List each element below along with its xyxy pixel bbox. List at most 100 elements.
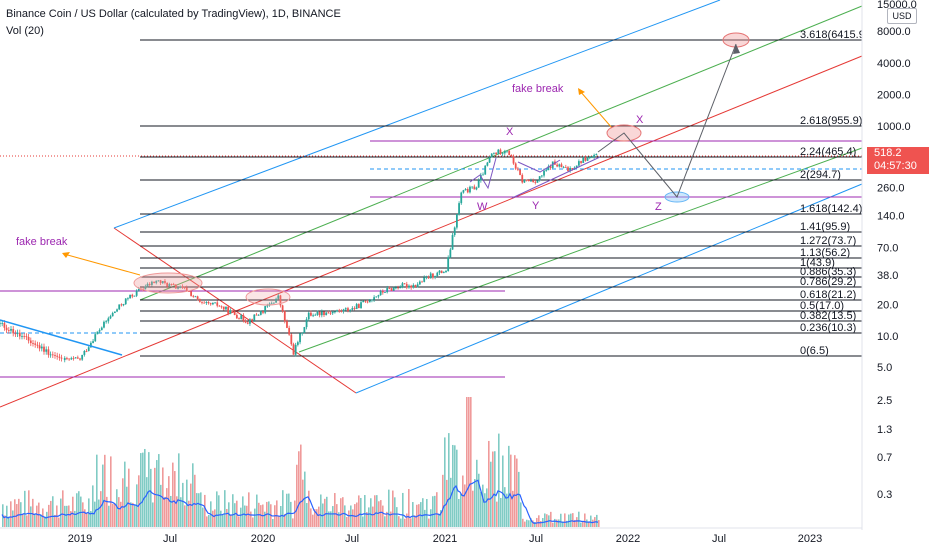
- candle-body: [38, 345, 41, 349]
- volume-bar: [368, 507, 370, 527]
- volume-bar: [384, 516, 386, 527]
- volume-bar: [518, 471, 520, 527]
- volume-bar: [238, 516, 240, 527]
- candle-body: [242, 315, 245, 321]
- volume-bar: [490, 461, 492, 527]
- candle-body: [462, 190, 465, 193]
- candle-body: [381, 290, 384, 293]
- volume-bar: [68, 505, 70, 527]
- blue-channel-upper: [113, 0, 721, 229]
- volume-bar: [582, 520, 584, 527]
- volume-bar: [572, 513, 574, 527]
- candle-body: [484, 165, 487, 175]
- volume-bar: [432, 496, 434, 527]
- volume-bar: [78, 491, 80, 527]
- volume-bar: [532, 520, 534, 527]
- candle-body: [591, 157, 593, 158]
- candle-body: [364, 300, 367, 302]
- currency-badge[interactable]: USD: [887, 8, 917, 24]
- candle-body: [54, 355, 56, 356]
- time-tick-label: 2021: [433, 533, 457, 545]
- volume-bar: [388, 489, 390, 527]
- candle-body: [388, 288, 391, 289]
- volume-bar: [312, 514, 314, 527]
- candle-body: [218, 305, 221, 307]
- volume-bar: [562, 521, 564, 527]
- candle-body: [527, 180, 530, 182]
- volume-bar: [180, 497, 182, 527]
- volume-bar: [550, 511, 552, 527]
- candle-body: [582, 157, 585, 163]
- candle-body: [58, 356, 61, 358]
- volume-bar: [214, 509, 216, 527]
- price-tick-label: 20.0: [877, 299, 898, 311]
- price-tick-label: 1.3: [877, 424, 892, 436]
- volume-bar: [338, 512, 340, 527]
- candle-body: [183, 287, 186, 288]
- candle-body: [124, 298, 127, 305]
- candle-body: [514, 163, 517, 169]
- volume-bar: [168, 476, 170, 527]
- candle-body: [227, 306, 230, 314]
- candle-body: [410, 285, 413, 288]
- volume-bar: [406, 513, 408, 527]
- volume-bar: [330, 511, 332, 527]
- volume-bar: [454, 445, 456, 527]
- candle-body: [148, 283, 151, 285]
- volume-bar: [294, 500, 296, 527]
- volume-bar: [232, 494, 234, 527]
- candle-body: [333, 311, 336, 313]
- volume-indicator-label[interactable]: Vol (20): [6, 25, 44, 37]
- candle-body: [340, 311, 343, 312]
- candle-body: [521, 174, 524, 183]
- candle-body: [92, 341, 94, 343]
- volume-bar: [284, 513, 286, 527]
- volume-bar: [444, 437, 446, 527]
- fib-level-label: 0.618(21.2): [800, 289, 856, 301]
- fib-level-label: 0.382(13.5): [800, 310, 856, 322]
- candle-body: [292, 344, 295, 355]
- candle-body: [72, 358, 75, 360]
- candle-body: [482, 174, 484, 176]
- candle-body: [113, 311, 116, 314]
- candle-body: [164, 281, 166, 283]
- volume-bar: [380, 500, 382, 527]
- volume-bar: [32, 498, 34, 527]
- volume-bar: [344, 505, 346, 527]
- candle-body: [238, 318, 240, 320]
- candle-body: [32, 343, 34, 344]
- volume-bar: [158, 454, 160, 527]
- candle-body: [519, 169, 521, 175]
- volume-bar: [308, 490, 310, 527]
- volume-bar: [52, 496, 54, 527]
- volume-bar: [324, 498, 326, 527]
- volume-bar: [132, 502, 134, 527]
- volume-bar: [72, 496, 74, 527]
- price-tick-label: 2.5: [877, 395, 892, 407]
- volume-bar: [288, 493, 290, 527]
- candle-body: [595, 154, 598, 155]
- candle-body: [209, 303, 212, 305]
- volume-bar: [204, 494, 206, 527]
- candle-body: [129, 294, 132, 299]
- candle-body: [490, 153, 493, 158]
- candle-body: [353, 308, 356, 310]
- chart-title: Binance Coin / US Dollar (calculated by …: [6, 8, 341, 20]
- volume-bar: [202, 507, 204, 527]
- volume-bar: [12, 510, 14, 527]
- candle-body: [196, 296, 199, 299]
- fake-break-label-2: fake break: [512, 83, 564, 95]
- candle-body: [23, 336, 26, 337]
- fib-level-label: 0(6.5): [800, 345, 829, 357]
- candle-body: [120, 304, 123, 306]
- volume-bar: [192, 463, 194, 527]
- volume-bar: [524, 521, 526, 527]
- candle-body: [338, 310, 341, 312]
- wave-w-structure: [469, 157, 497, 190]
- volume-bar: [442, 474, 444, 527]
- candle-body: [7, 330, 10, 331]
- volume-bar: [314, 509, 316, 527]
- candle-body: [442, 272, 445, 274]
- candle-body: [303, 327, 306, 333]
